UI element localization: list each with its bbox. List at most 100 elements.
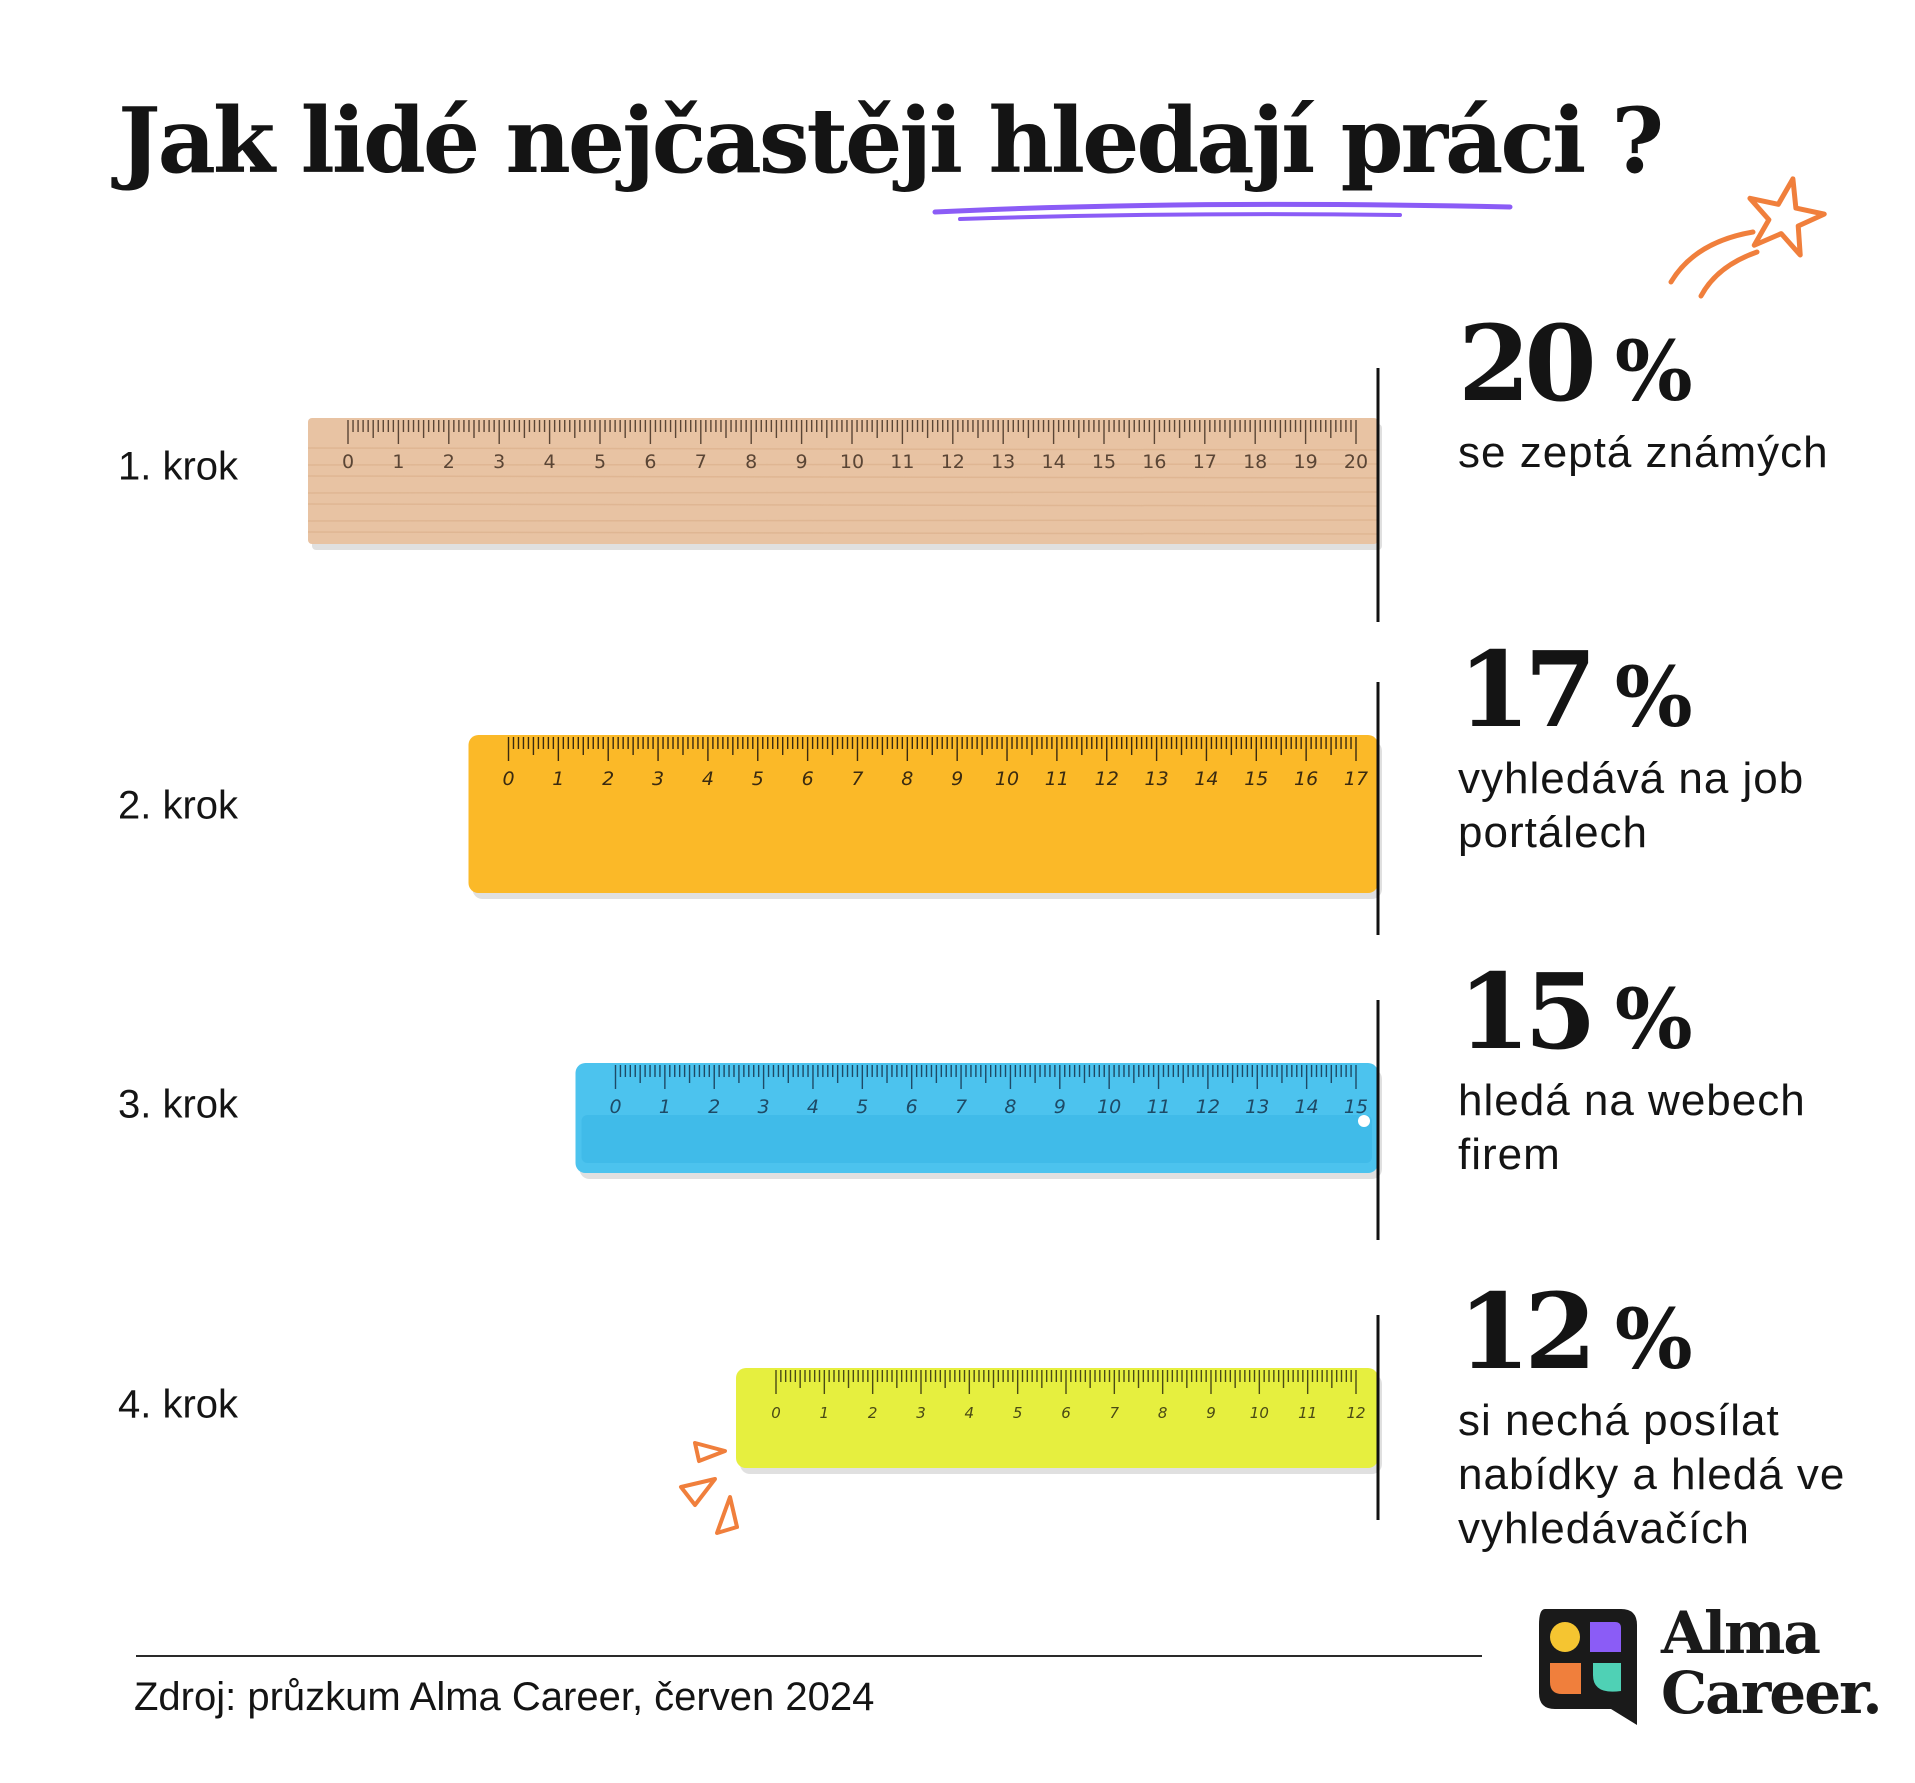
stat-value-1: 20% xyxy=(1458,302,1693,425)
ruler-4-tick-label-0: 0 xyxy=(771,1404,781,1422)
ruler-3-tick-label-5: 5 xyxy=(856,1096,868,1118)
stat-4: 12% si nechá posílat nabídky a hledá ve … xyxy=(1458,1280,1878,1556)
title-underline-stroke xyxy=(932,201,1513,221)
ruler-1-tick-label-10: 10 xyxy=(840,451,864,473)
ruler-bar-1: 0 1 2 3 4 5 6 7 8 9 10 11 12 13 14 15 16 17 18 19 20 xyxy=(307,418,1382,550)
stat-2: 17% vyhledává na job portálech xyxy=(1458,638,1878,860)
ruler-4-tick-label-4: 4 xyxy=(965,1404,975,1422)
ruler-3-tick-label-14: 14 xyxy=(1295,1096,1319,1118)
source-note: Zdroj: průzkum Alma Career, červen 2024 xyxy=(134,1675,875,1719)
ruler-2-tick-label-2: 2 xyxy=(602,768,614,790)
ruler-1-tick-label-0: 0 xyxy=(342,451,354,473)
ruler-3-tick-label-7: 7 xyxy=(955,1096,967,1118)
ruler-bar-2: 0 1 2 3 4 5 6 7 8 9 10 11 12 13 14 15 16 17 xyxy=(468,735,1382,899)
ruler-body-4 xyxy=(736,1368,1378,1468)
ruler-2-tick-label-3: 3 xyxy=(652,768,664,790)
stat-desc-4: si nechá posílat nabídky a hledá ve vyhl… xyxy=(1458,1396,1846,1553)
stat-1: 20% se zeptá známých xyxy=(1458,312,1878,480)
sparkle-lines-icon xyxy=(679,1441,739,1535)
alma-career-wordmark: Alma Career. xyxy=(1661,1599,1883,1727)
ruler-1-tick-label-11: 11 xyxy=(890,451,914,473)
ruler-1-tick-label-6: 6 xyxy=(644,451,656,473)
ruler-2-tick-label-7: 7 xyxy=(851,768,863,790)
step-label-1: 1. krok xyxy=(118,444,239,489)
ruler-1-tick-label-1: 1 xyxy=(392,451,404,473)
ruler-4-tick-label-6: 6 xyxy=(1061,1404,1071,1422)
ruler-body-1 xyxy=(308,418,1378,544)
ruler-3-tick-label-10: 10 xyxy=(1097,1096,1121,1118)
ruler-1-tick-label-12: 12 xyxy=(941,451,965,473)
ruler-1-tick-label-13: 13 xyxy=(991,451,1015,473)
ruler-3-tick-label-4: 4 xyxy=(807,1096,819,1118)
ruler-3-tick-label-6: 6 xyxy=(906,1096,918,1118)
ruler-2-tick-label-16: 16 xyxy=(1294,768,1318,790)
ruler-1-tick-label-19: 19 xyxy=(1294,451,1318,473)
ruler-4-tick-label-1: 1 xyxy=(820,1404,830,1422)
ruler-1-tick-label-8: 8 xyxy=(745,451,757,473)
stat-value-3: 15% xyxy=(1458,950,1693,1073)
ruler-bar-4: 0 1 2 3 4 5 6 7 8 9 10 11 12 xyxy=(736,1368,1382,1474)
step-label-3: 3. krok xyxy=(118,1082,239,1127)
ruler-1-tick-label-3: 3 xyxy=(493,451,505,473)
ruler-2-tick-label-0: 0 xyxy=(502,768,514,790)
ruler-1-tick-label-20: 20 xyxy=(1344,451,1368,473)
step-label-4: 4. krok xyxy=(118,1382,239,1427)
ruler-2-tick-label-17: 17 xyxy=(1344,768,1368,790)
ruler-bar-3: 0 1 2 3 4 5 6 7 8 9 10 11 12 13 14 15 xyxy=(575,1063,1382,1179)
stat-value-2: 17% xyxy=(1458,628,1693,751)
ruler-4-tick-label-3: 3 xyxy=(916,1404,926,1422)
ruler-2-tick-label-13: 13 xyxy=(1144,768,1168,790)
ruler-3-tick-label-0: 0 xyxy=(609,1096,621,1118)
ruler-1-tick-label-5: 5 xyxy=(594,451,606,473)
ruler-2-tick-label-1: 1 xyxy=(552,768,564,790)
stat-3: 15% hledá na webech firem xyxy=(1458,960,1878,1182)
ruler-body-2 xyxy=(468,735,1378,893)
stat-desc-2: vyhledává na job portálech xyxy=(1458,754,1805,857)
title-prefix: Jak lidé nejčastěji xyxy=(118,88,989,194)
stat-desc-3: hledá na webech firem xyxy=(1458,1076,1806,1179)
ruler-3-tick-label-1: 1 xyxy=(659,1096,671,1118)
alma-career-logo: Alma Career. xyxy=(1535,1599,1895,1730)
ruler-4-tick-label-8: 8 xyxy=(1158,1404,1168,1422)
ruler-1-tick-label-2: 2 xyxy=(443,451,455,473)
source-divider xyxy=(136,1655,1482,1657)
ruler-3-tick-label-3: 3 xyxy=(758,1096,770,1118)
ruler-4-tick-label-7: 7 xyxy=(1110,1404,1120,1422)
stat-value-4: 12% xyxy=(1458,1270,1693,1393)
ruler-1-tick-label-18: 18 xyxy=(1243,451,1267,473)
ruler-2-tick-label-8: 8 xyxy=(901,768,913,790)
ruler-2-tick-label-6: 6 xyxy=(802,768,814,790)
ruler-3-tick-label-15: 15 xyxy=(1344,1096,1368,1118)
step-label-2: 2. krok xyxy=(118,783,239,828)
ruler-1-tick-label-7: 7 xyxy=(695,451,707,473)
stat-desc-1: se zeptá známých xyxy=(1458,428,1829,477)
ruler-2-tick-label-11: 11 xyxy=(1045,768,1069,790)
ruler-1-tick-label-4: 4 xyxy=(544,451,556,473)
ruler-2-tick-label-12: 12 xyxy=(1095,768,1119,790)
ruler-3-tick-label-2: 2 xyxy=(708,1096,720,1118)
ruler-1-tick-label-14: 14 xyxy=(1042,451,1066,473)
ruler-3-tick-label-12: 12 xyxy=(1196,1096,1220,1118)
ruler-4-tick-label-5: 5 xyxy=(1013,1404,1023,1422)
ruler-3-tick-label-11: 11 xyxy=(1146,1096,1170,1118)
ruler-2-tick-label-4: 4 xyxy=(702,768,714,790)
ruler-2-tick-label-10: 10 xyxy=(995,768,1019,790)
ruler-3-tick-label-8: 8 xyxy=(1004,1096,1016,1118)
ruler-3-tick-label-13: 13 xyxy=(1245,1096,1269,1118)
ruler-4-tick-label-2: 2 xyxy=(868,1404,878,1422)
ruler-4-tick-label-11: 11 xyxy=(1298,1404,1317,1422)
shooting-star-icon xyxy=(1668,176,1827,299)
title-highlight: hledají práci xyxy=(988,88,1586,194)
ruler-4-tick-label-10: 10 xyxy=(1250,1404,1269,1422)
title-question-mark: ? xyxy=(1611,88,1664,194)
ruler-1-tick-label-16: 16 xyxy=(1142,451,1166,473)
ruler-2-tick-label-14: 14 xyxy=(1194,768,1218,790)
ruler-4-tick-label-9: 9 xyxy=(1206,1404,1216,1422)
ruler-2-tick-label-15: 15 xyxy=(1244,768,1268,790)
page-title: Jak lidé nejčastěji hledají práci? xyxy=(118,96,1664,186)
ruler-4-tick-label-12: 12 xyxy=(1346,1404,1365,1422)
ruler-2-tick-label-5: 5 xyxy=(752,768,764,790)
ruler-1-tick-label-9: 9 xyxy=(796,451,808,473)
ruler-2-tick-label-9: 9 xyxy=(951,768,963,790)
